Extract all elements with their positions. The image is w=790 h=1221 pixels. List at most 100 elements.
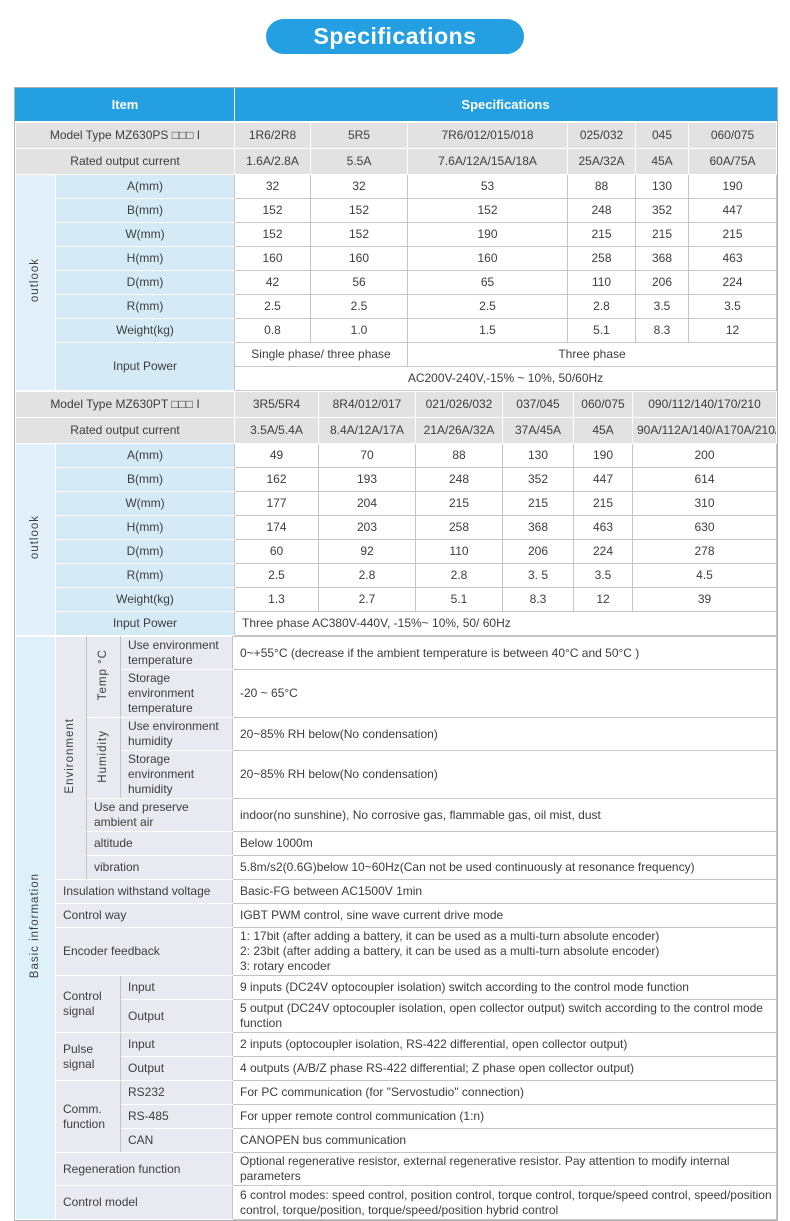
table-row: Output 5 output (DC24V optocoupler isola… bbox=[16, 999, 777, 1033]
value-cell: 12 bbox=[573, 587, 633, 612]
value-cell: 193 bbox=[318, 467, 416, 492]
value-cell: 8R4/012/017 bbox=[318, 391, 416, 418]
basic-info-table: Basic information Environment Temp °C Us… bbox=[15, 636, 777, 1220]
value-cell: 7.6A/12A/15A/18A bbox=[407, 148, 569, 175]
value-cell: 174 bbox=[234, 515, 319, 540]
ps-outlook-cell: outlook bbox=[15, 174, 56, 391]
row-label: Use and preserve ambient air bbox=[86, 798, 233, 832]
table-row: vibration 5.8m/s2(0.6G)below 10~60Hz(Can… bbox=[16, 855, 777, 880]
value-cell: 368 bbox=[635, 246, 690, 271]
value-cell: 152 bbox=[407, 198, 569, 223]
table-row: AC200V-240V,-15% ~ 10%, 50/60Hz bbox=[16, 366, 777, 391]
value-cell: IGBT PWM control, sine wave current driv… bbox=[232, 903, 777, 928]
environment-label: Environment bbox=[64, 718, 77, 794]
ps-input-power-label: Input Power bbox=[54, 342, 236, 391]
value-cell: AC200V-240V,-15% ~ 10%, 50/60Hz bbox=[234, 366, 777, 391]
value-cell: 45A bbox=[573, 417, 633, 444]
value-cell: 190 bbox=[688, 174, 777, 199]
basic-info-section-cell: Basic information bbox=[15, 636, 56, 1220]
value-cell: 447 bbox=[688, 198, 777, 223]
value-cell: 1.6A/2.8A bbox=[234, 148, 312, 175]
value-cell: 2.5 bbox=[234, 563, 319, 588]
row-label: Input bbox=[120, 975, 233, 1000]
value-cell: Single phase/ three phase bbox=[234, 342, 409, 367]
value-cell: 90A/112A/140/A170A/210A bbox=[632, 417, 777, 444]
value-cell: 162 bbox=[234, 467, 319, 492]
value-cell: 215 bbox=[688, 222, 777, 247]
value-cell: Basic-FG between AC1500V 1min bbox=[232, 879, 777, 904]
value-cell: 5.5A bbox=[310, 148, 409, 175]
row-label: Output bbox=[120, 1056, 233, 1081]
value-cell: 1.5 bbox=[407, 318, 569, 343]
table-row: Regeneration function Optional regenerat… bbox=[16, 1152, 777, 1186]
table-row: Rated output current 3.5A/5.4A 8.4A/12A/… bbox=[15, 417, 777, 444]
value-cell: 215 bbox=[502, 491, 574, 516]
ps-table: Model Type MZ630PS □□□ I 1R6/2R8 5R5 7R6… bbox=[14, 122, 777, 391]
value-cell: 060/075 bbox=[688, 122, 777, 149]
page-title: Specifications bbox=[313, 23, 477, 49]
value-cell: 630 bbox=[632, 515, 777, 540]
value-cell: 12 bbox=[688, 318, 777, 343]
table-row: Pulse signal Input 2 inputs (optocoupler… bbox=[16, 1032, 777, 1081]
pt-table: Model Type MZ630PT □□□ I 3R5/5R4 8R4/012… bbox=[15, 391, 777, 636]
regeneration-label: Regeneration function bbox=[55, 1152, 233, 1186]
value-cell: CANOPEN bus communication bbox=[232, 1128, 777, 1153]
table-row: H(mm) 174 203 258 368 463 630 bbox=[16, 515, 777, 540]
value-cell: 152 bbox=[310, 198, 409, 223]
spec-table: Item Specifications Model Type MZ630PS □… bbox=[14, 87, 778, 1221]
value-cell: 3.5 bbox=[573, 563, 633, 588]
dim-label: H(mm) bbox=[54, 246, 236, 271]
value-cell: 2.8 bbox=[567, 294, 637, 319]
value-cell: 206 bbox=[502, 539, 574, 564]
pt-model-label: Model Type MZ630PT □□□ I bbox=[15, 391, 235, 418]
table-row: Model Type MZ630PS □□□ I 1R6/2R8 5R5 7R6… bbox=[14, 122, 777, 149]
table-row: Input Power Single phase/ three phase Th… bbox=[16, 342, 777, 391]
value-cell: 278 bbox=[632, 539, 777, 564]
table-row: RS-485 For upper remote control communic… bbox=[16, 1104, 777, 1129]
value-cell: 190 bbox=[407, 222, 569, 247]
value-cell: 88 bbox=[567, 174, 637, 199]
row-label: Storage environment temperature bbox=[120, 669, 233, 718]
table-row: Humidity Use environment humidity 20~85%… bbox=[16, 717, 777, 799]
value-cell: 060/075 bbox=[573, 391, 633, 418]
value-cell: 53 bbox=[407, 174, 569, 199]
row-label: CAN bbox=[120, 1128, 233, 1153]
value-cell: Three phase bbox=[407, 342, 777, 367]
table-row: Rated output current 1.6A/2.8A 5.5A 7.6A… bbox=[14, 148, 777, 175]
value-cell: 1R6/2R8 bbox=[234, 122, 312, 149]
value-cell: 037/045 bbox=[502, 391, 574, 418]
value-cell: 5.1 bbox=[415, 587, 503, 612]
table-row: CAN CANOPEN bus communication bbox=[16, 1128, 777, 1153]
value-cell: 447 bbox=[573, 467, 633, 492]
value-cell: 8.3 bbox=[502, 587, 574, 612]
value-cell: 130 bbox=[502, 443, 574, 468]
value-cell: 110 bbox=[567, 270, 637, 295]
value-cell: 025/032 bbox=[567, 122, 637, 149]
table-row: B(mm) 152 152 152 248 352 447 bbox=[16, 198, 777, 223]
table-row: Control way IGBT PWM control, sine wave … bbox=[16, 903, 777, 928]
table-row: Storage environment humidity 20~85% RH b… bbox=[16, 750, 777, 799]
ps-rated-label: Rated output current bbox=[14, 148, 236, 175]
table-row: Storage environment temperature -20 ~ 65… bbox=[16, 669, 777, 718]
table-row: Output 4 outputs (A/B/Z phase RS-422 dif… bbox=[16, 1056, 777, 1081]
table-row: B(mm) 162 193 248 352 447 614 bbox=[16, 467, 777, 492]
value-cell: 60 bbox=[234, 539, 319, 564]
table-row: Basic information Environment Temp °C Us… bbox=[15, 636, 777, 1220]
dim-label: Weight(kg) bbox=[55, 587, 235, 612]
value-cell: 7R6/012/015/018 bbox=[407, 122, 569, 149]
value-cell: 248 bbox=[567, 198, 637, 223]
value-cell: 8.4A/12A/17A bbox=[318, 417, 416, 444]
value-cell: 190 bbox=[573, 443, 633, 468]
value-cell: Three phase AC380V-440V, -15%~ 10%, 50/ … bbox=[234, 611, 777, 636]
dim-label: A(mm) bbox=[55, 443, 235, 468]
value-cell: 3.5 bbox=[635, 294, 690, 319]
value-cell: 2.8 bbox=[318, 563, 416, 588]
table-row: R(mm) 2.5 2.5 2.5 2.8 3.5 3.5 bbox=[16, 294, 777, 319]
table-row: Control signal Input 9 inputs (DC24V opt… bbox=[16, 975, 777, 1033]
temp-label: Temp °C bbox=[96, 649, 109, 701]
value-cell: 5.1 bbox=[567, 318, 637, 343]
value-cell: 1.0 bbox=[310, 318, 409, 343]
table-row: Input Power Three phase AC380V-440V, -15… bbox=[16, 611, 777, 636]
value-cell: 224 bbox=[688, 270, 777, 295]
value-cell: 090/112/140/170/210 bbox=[632, 391, 777, 418]
